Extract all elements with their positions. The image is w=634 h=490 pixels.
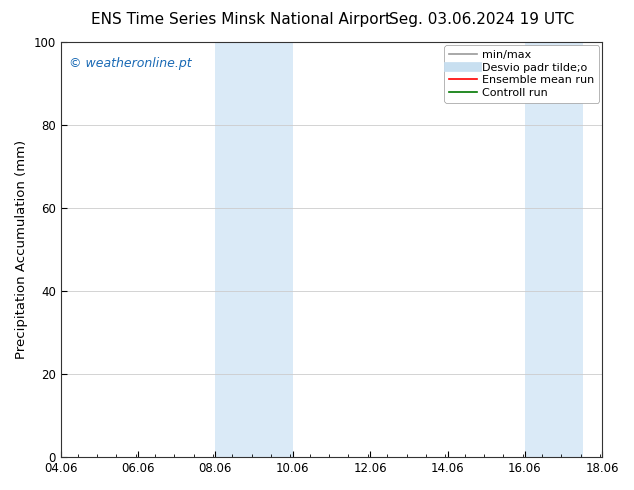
Legend: min/max, Desvio padr tilde;o, Ensemble mean run, Controll run: min/max, Desvio padr tilde;o, Ensemble m… [444,46,599,102]
Text: Seg. 03.06.2024 19 UTC: Seg. 03.06.2024 19 UTC [389,12,574,27]
Bar [216,42,293,457]
Bar [525,42,583,457]
Text: ENS Time Series Minsk National Airport: ENS Time Series Minsk National Airport [91,12,391,27]
Y-axis label: Precipitation Accumulation (mm): Precipitation Accumulation (mm) [15,140,28,359]
Text: © weatheronline.pt: © weatheronline.pt [69,56,191,70]
